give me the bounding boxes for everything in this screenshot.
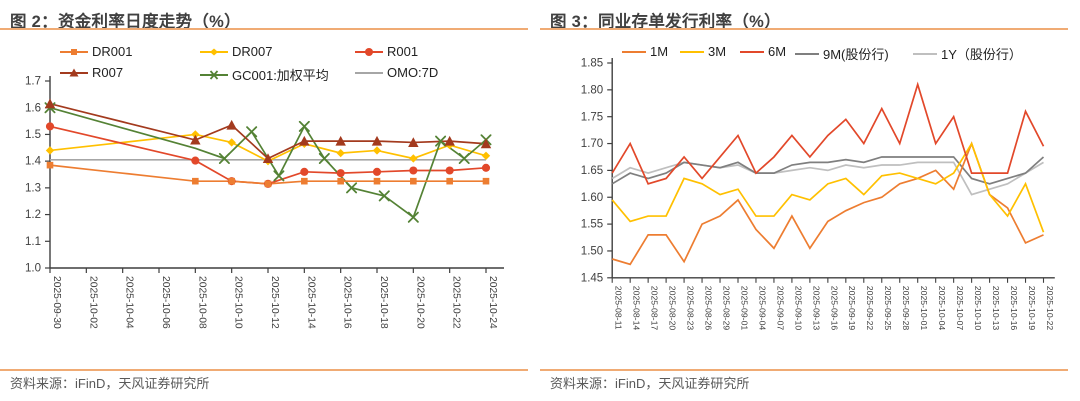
svg-text:2025-10-01: 2025-10-01 [919, 286, 929, 331]
svg-text:2025-10-16: 2025-10-16 [1009, 286, 1019, 331]
svg-text:2025-09-04: 2025-09-04 [757, 286, 767, 331]
svg-text:1.65: 1.65 [581, 165, 603, 177]
svg-text:2025-10-04: 2025-10-04 [937, 286, 947, 331]
svg-text:1.75: 1.75 [581, 111, 603, 123]
svg-text:2025-08-23: 2025-08-23 [685, 286, 695, 331]
svg-text:2025-10-14: 2025-10-14 [305, 276, 316, 329]
svg-text:1.80: 1.80 [581, 84, 603, 96]
svg-text:1.55: 1.55 [581, 219, 603, 231]
svg-text:2025-09-28: 2025-09-28 [901, 286, 911, 331]
svg-text:2025-10-12: 2025-10-12 [269, 276, 280, 329]
svg-text:2025-09-07: 2025-09-07 [775, 286, 785, 331]
svg-text:1.50: 1.50 [581, 246, 603, 258]
svg-text:1.1: 1.1 [25, 236, 41, 248]
svg-text:2025-10-02: 2025-10-02 [87, 276, 98, 329]
svg-text:2025-08-14: 2025-08-14 [632, 286, 642, 331]
svg-text:2025-10-06: 2025-10-06 [160, 276, 171, 329]
svg-text:2025-10-24: 2025-10-24 [487, 276, 498, 329]
svg-text:2025-09-30: 2025-09-30 [51, 276, 62, 329]
svg-text:1.4: 1.4 [25, 156, 42, 168]
svg-text:2025-09-13: 2025-09-13 [811, 286, 821, 331]
svg-text:2025-10-20: 2025-10-20 [414, 276, 425, 329]
svg-text:2025-09-01: 2025-09-01 [739, 286, 749, 331]
svg-text:2025-10-13: 2025-10-13 [991, 286, 1001, 331]
svg-text:2025-10-07: 2025-10-07 [955, 286, 965, 331]
svg-text:2025-09-10: 2025-09-10 [793, 286, 803, 331]
svg-text:2025-08-26: 2025-08-26 [703, 286, 713, 331]
svg-text:1.60: 1.60 [581, 192, 603, 204]
svg-text:2025-10-08: 2025-10-08 [196, 276, 207, 329]
svg-text:2025-09-19: 2025-09-19 [847, 286, 857, 331]
svg-text:2025-10-22: 2025-10-22 [1045, 286, 1055, 331]
svg-text:2025-10-16: 2025-10-16 [342, 276, 353, 329]
svg-text:2025-10-04: 2025-10-04 [124, 276, 135, 329]
svg-text:2025-08-20: 2025-08-20 [668, 286, 678, 331]
svg-text:2025-09-22: 2025-09-22 [865, 286, 875, 331]
svg-text:1.3: 1.3 [25, 182, 41, 194]
svg-text:2025-10-10: 2025-10-10 [233, 276, 244, 329]
svg-text:1.7: 1.7 [25, 76, 41, 88]
svg-text:1.5: 1.5 [25, 129, 41, 141]
svg-text:2025-09-25: 2025-09-25 [883, 286, 893, 331]
svg-text:2025-10-19: 2025-10-19 [1027, 286, 1037, 331]
svg-text:1.70: 1.70 [581, 138, 603, 150]
svg-text:2025-10-18: 2025-10-18 [378, 276, 389, 329]
svg-text:1.6: 1.6 [25, 102, 41, 114]
svg-text:1.2: 1.2 [25, 209, 41, 221]
svg-text:2025-08-11: 2025-08-11 [614, 286, 624, 330]
svg-text:2025-10-10: 2025-10-10 [973, 286, 983, 331]
svg-text:1.0: 1.0 [25, 263, 41, 275]
svg-text:2025-08-17: 2025-08-17 [650, 286, 660, 331]
svg-text:2025-08-29: 2025-08-29 [721, 286, 731, 331]
svg-text:2025-10-22: 2025-10-22 [451, 276, 462, 329]
svg-text:1.45: 1.45 [581, 272, 603, 284]
svg-text:2025-09-16: 2025-09-16 [829, 286, 839, 331]
